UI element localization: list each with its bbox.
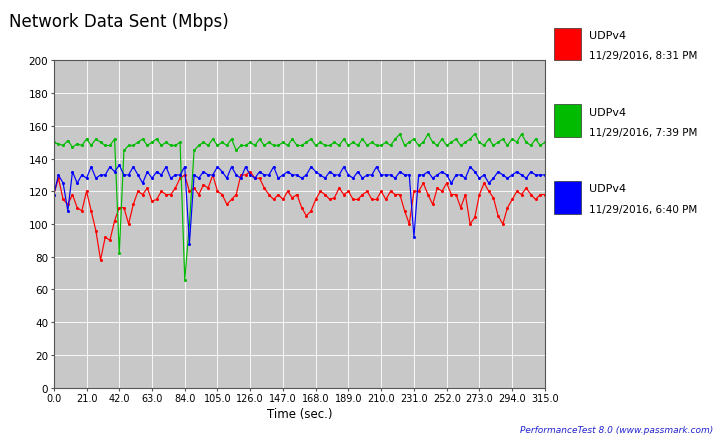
Text: UDPv4: UDPv4 [589,31,627,41]
Text: 11/29/2016, 6:40 PM: 11/29/2016, 6:40 PM [589,205,698,215]
Text: UDPv4: UDPv4 [589,107,627,117]
X-axis label: Time (sec.): Time (sec.) [267,407,332,420]
Text: Network Data Sent (Mbps): Network Data Sent (Mbps) [9,13,228,31]
Text: PerformanceTest 8.0 (www.passmark.com): PerformanceTest 8.0 (www.passmark.com) [520,425,713,434]
Text: 11/29/2016, 8:31 PM: 11/29/2016, 8:31 PM [589,51,698,61]
Text: UDPv4: UDPv4 [589,184,627,194]
Text: 11/29/2016, 7:39 PM: 11/29/2016, 7:39 PM [589,128,698,138]
